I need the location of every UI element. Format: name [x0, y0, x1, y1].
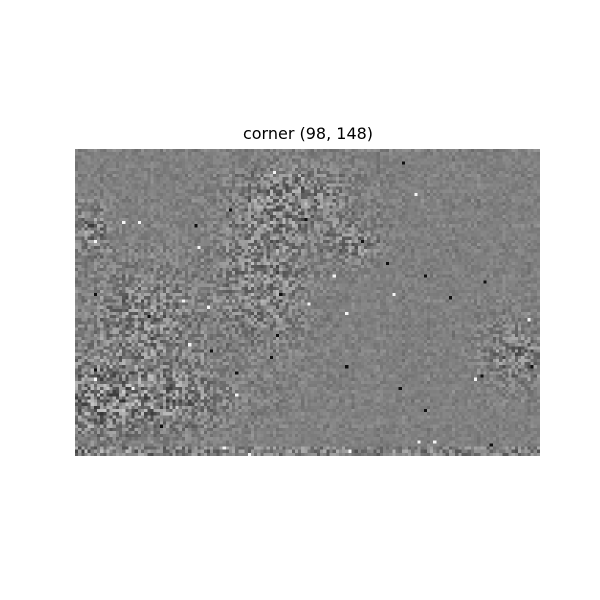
- plot-title: corner (98, 148): [242, 124, 374, 143]
- filtered-image: [75, 149, 540, 456]
- image-panel: [75, 149, 540, 456]
